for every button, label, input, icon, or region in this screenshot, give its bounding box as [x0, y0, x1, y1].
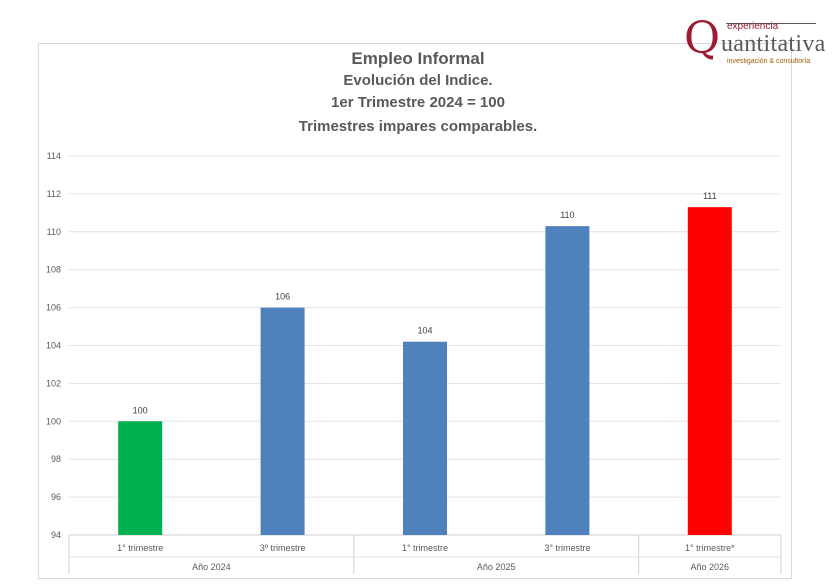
logo-bottom-text: investigación & consultoría: [727, 58, 811, 65]
chart-subtitle-1: Evolución del Indice.: [343, 72, 493, 89]
data-label: 111: [703, 191, 717, 201]
chart-titles: Empleo Informal Evolución del Indice. 1e…: [38, 48, 798, 138]
x-group-label: Año 2024: [192, 562, 231, 572]
logo-mark: Q: [684, 13, 721, 64]
bar: [403, 341, 447, 535]
data-label: 106: [275, 292, 290, 302]
quantitativa-logo: Q experiencia uantitativa investigación …: [684, 13, 826, 70]
logo-rule: [726, 23, 816, 24]
x-category-label: 3º trimestre: [260, 543, 306, 553]
x-category-label: 1° trimestre: [402, 543, 448, 553]
y-tick-label: 100: [46, 416, 61, 426]
bar: [118, 421, 163, 535]
x-category-label: 1° trimestre*: [685, 543, 735, 553]
y-tick-label: 106: [46, 303, 61, 313]
x-group-label: Año 2025: [477, 562, 516, 572]
y-tick-label: 98: [51, 454, 61, 464]
logo-main-text: uantitativa: [721, 31, 826, 57]
y-tick-label: 114: [47, 151, 61, 161]
y-tick-label: 110: [47, 227, 61, 237]
y-tick-label: 96: [51, 492, 61, 502]
data-label: 104: [417, 326, 432, 336]
y-tick-label: 102: [46, 378, 61, 388]
logo-top-text: experiencia: [727, 21, 779, 32]
bar: [260, 307, 305, 535]
bar: [687, 207, 732, 536]
x-category-label: 1° trimestre: [117, 543, 163, 553]
y-tick-label: 108: [46, 265, 61, 275]
y-tick-label: 112: [47, 189, 61, 199]
y-tick-label: 104: [46, 341, 61, 351]
data-label: 100: [133, 405, 148, 415]
chart-title: Empleo Informal: [351, 49, 485, 68]
bar: [545, 226, 590, 536]
chart-subtitle-2: 1er Trimestre 2024 = 100: [331, 94, 505, 111]
chart-subtitle-3: Trimestres impares comparables.: [298, 118, 538, 135]
x-group-label: Año 2026: [691, 562, 730, 572]
y-tick-label: 94: [51, 530, 61, 540]
x-category-label: 3° trimestre: [544, 543, 590, 553]
data-label: 110: [560, 210, 574, 220]
